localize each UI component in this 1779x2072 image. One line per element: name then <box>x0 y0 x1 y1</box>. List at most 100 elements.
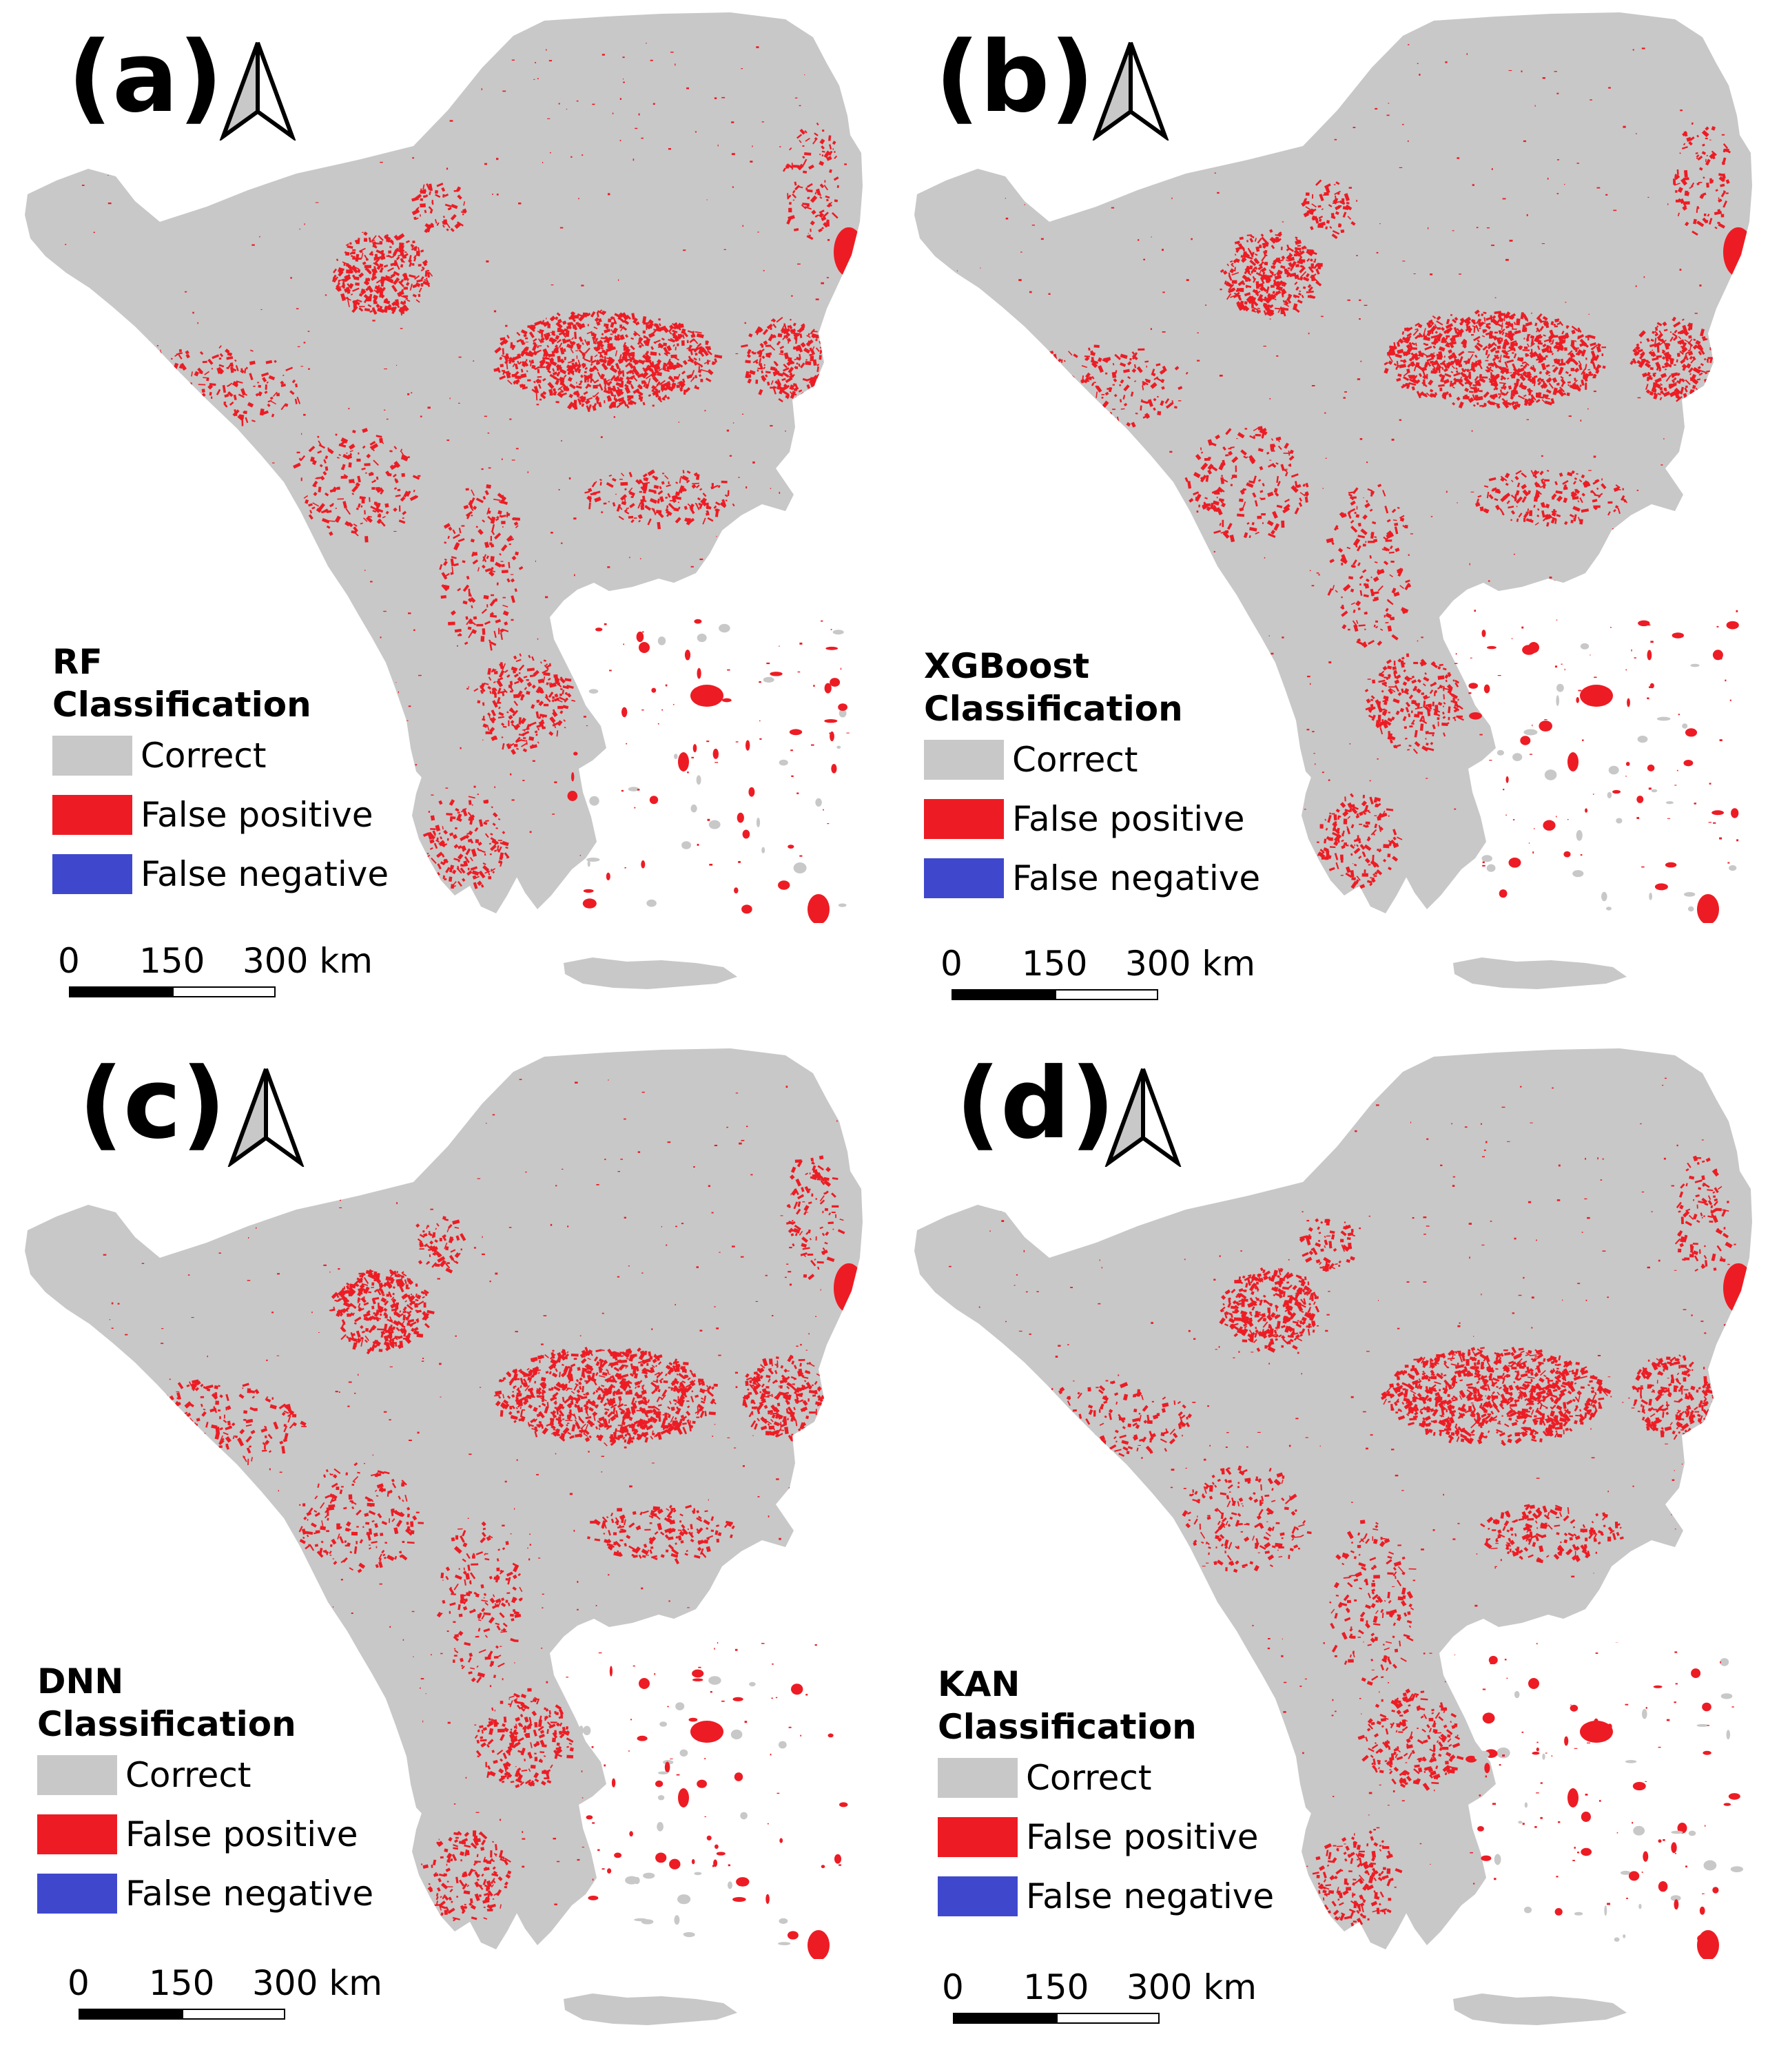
legend-item-false-positive: False positive <box>52 785 389 845</box>
scale-bar: 0 150 300 km <box>942 1967 1257 2043</box>
panel-label: (d) <box>956 1047 1115 1161</box>
map-panel-a: (a) RF Classification Correct False posi… <box>0 0 890 1036</box>
scale-bar-white-segment <box>1056 2013 1160 2024</box>
legend-swatch <box>924 740 1004 780</box>
balkan-map <box>914 1048 1752 2025</box>
scale-tick-0: 0 <box>940 944 963 984</box>
land-mainland <box>914 12 1752 909</box>
scale-bar-black-segment <box>953 2013 1056 2024</box>
legend-title: Classification <box>52 685 311 725</box>
legend-item-correct: Correct <box>52 726 389 785</box>
legend-swatch <box>37 1755 117 1795</box>
legend-swatch <box>938 1758 1018 1798</box>
false-positive-areas <box>947 1077 1752 1984</box>
legend-swatch <box>52 736 132 776</box>
land-mainland <box>25 12 863 909</box>
scale-tick-300: 300 km <box>243 941 373 981</box>
legend-item-correct: Correct <box>938 1748 1274 1807</box>
aegean-islands <box>567 619 847 914</box>
legend-item-false-negative: False negative <box>924 849 1260 908</box>
balkan-map <box>25 1048 863 2025</box>
legend-label: Correct <box>125 1755 251 1795</box>
panel-label: (c) <box>79 1047 226 1161</box>
north-arrow-icon <box>1104 1068 1182 1167</box>
legend-label: False positive <box>1012 799 1245 839</box>
legend-swatch <box>938 1876 1018 1916</box>
legend-item-false-positive: False positive <box>924 789 1260 849</box>
balkan-map <box>914 12 1752 989</box>
legend-item-false-negative: False negative <box>52 845 389 904</box>
land-peloponnese <box>412 770 521 913</box>
land-crete <box>564 957 737 989</box>
scale-tick-300: 300 km <box>252 1963 382 2003</box>
legend-item-correct: Correct <box>924 730 1260 789</box>
legend-swatch <box>924 858 1004 898</box>
legend-item-false-negative: False negative <box>938 1867 1274 1926</box>
land-mainland <box>25 1048 863 1945</box>
aegean-islands <box>579 1666 848 1945</box>
land-crete <box>1453 957 1627 989</box>
north-arrow-icon <box>227 1068 305 1167</box>
legend-model-name: KAN <box>938 1664 1020 1704</box>
panel-label: (a) <box>68 21 223 134</box>
scale-bar-white-segment <box>172 986 276 997</box>
scale-tick-150: 150 <box>1022 944 1088 984</box>
land-peloponnese <box>1302 770 1410 913</box>
legend-label: False negative <box>125 1874 374 1914</box>
legend-item-false-negative: False negative <box>37 1864 373 1923</box>
scale-tick-300: 300 km <box>1125 944 1255 984</box>
legend-swatch <box>938 1817 1018 1857</box>
scale-tick-0: 0 <box>68 1963 90 2003</box>
scale-tick-300: 300 km <box>1127 1967 1257 2007</box>
map-panel-c: (c) DNN Classification Correct False pos… <box>0 1036 890 2072</box>
legend-label: False positive <box>141 795 373 835</box>
land-crete <box>1453 1993 1627 2025</box>
legend-item-false-positive: False positive <box>37 1805 373 1864</box>
false-positive-areas <box>946 43 1752 948</box>
scale-bar-black-segment <box>79 2009 182 2020</box>
legend-label: False positive <box>125 1814 358 1854</box>
map-panel-d: (d) KAN Classification Correct False pos… <box>890 1036 1779 2072</box>
scale-bar-black-segment <box>69 986 172 997</box>
north-arrow-icon <box>219 41 296 141</box>
balkan-map <box>25 12 863 989</box>
scale-tick-150: 150 <box>149 1963 215 2003</box>
legend-model-name: XGBoost <box>924 646 1090 686</box>
legend-swatch <box>52 854 132 894</box>
legend-label: False negative <box>1012 858 1261 898</box>
legend-model-name: DNN <box>37 1661 124 1701</box>
scale-bar-black-segment <box>952 989 1055 1000</box>
north-arrow-icon <box>1092 41 1169 141</box>
map-panel-b: (b) XGBoost Classification Correct False… <box>890 0 1779 1036</box>
legend-item-false-positive: False positive <box>938 1807 1274 1867</box>
scale-tick-0: 0 <box>942 1967 964 2007</box>
scale-bar: 0 150 300 km <box>940 944 1255 1019</box>
legend-label: Correct <box>141 736 267 776</box>
scale-bar-white-segment <box>1055 989 1158 1000</box>
legend: KAN Classification Correct False positiv… <box>938 1663 1274 1926</box>
legend: XGBoost Classification Correct False pos… <box>924 645 1260 908</box>
legend-swatch <box>52 795 132 835</box>
aegean-islands <box>1465 620 1739 912</box>
legend-title: Classification <box>938 1707 1197 1747</box>
scale-tick-150: 150 <box>139 941 205 981</box>
legend-title: Classification <box>924 689 1183 729</box>
legend-swatch <box>37 1874 117 1914</box>
legend-model-name: RF <box>52 642 103 682</box>
land-mainland <box>914 1048 1752 1945</box>
legend-label: False positive <box>1026 1817 1259 1857</box>
legend-title: Classification <box>37 1704 296 1744</box>
legend: DNN Classification Correct False positiv… <box>37 1660 373 1923</box>
legend-label: Correct <box>1012 740 1138 780</box>
legend-label: False negative <box>1026 1876 1275 1916</box>
legend-swatch <box>37 1814 117 1854</box>
legend-label: Correct <box>1026 1758 1152 1798</box>
legend: RF Classification Correct False positive… <box>52 641 389 904</box>
legend-item-correct: Correct <box>37 1745 373 1805</box>
scale-bar-white-segment <box>182 2009 285 2020</box>
land-crete <box>564 1993 737 2025</box>
aegean-islands <box>1466 1655 1743 1943</box>
scale-tick-150: 150 <box>1023 1967 1089 2007</box>
panel-label: (b) <box>935 21 1095 134</box>
scale-bar: 0 150 300 km <box>68 1963 382 2039</box>
